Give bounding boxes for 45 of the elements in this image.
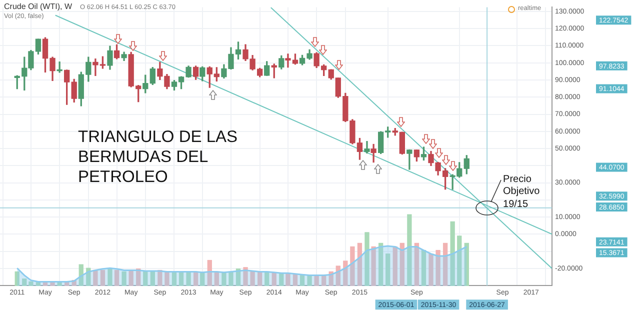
bar	[28, 280, 34, 286]
bar	[357, 242, 362, 286]
bar	[150, 270, 155, 286]
bar	[122, 270, 126, 286]
bar	[128, 270, 134, 286]
bar	[450, 220, 455, 286]
bar	[371, 246, 376, 286]
chart-title: Crude Oil (WTI), W	[4, 2, 72, 11]
bar	[436, 250, 440, 286]
bar	[378, 242, 384, 286]
bar	[336, 265, 340, 286]
bar	[108, 268, 112, 286]
bar	[392, 246, 398, 286]
bar	[222, 272, 226, 286]
bar	[186, 270, 191, 286]
bar	[243, 266, 248, 286]
bar	[78, 264, 84, 286]
bar	[164, 270, 170, 286]
bar	[228, 270, 234, 286]
bar	[200, 272, 205, 286]
annotation: TRIANGULO DE LAS BERMUDAS DEL PETROLEO	[78, 127, 239, 187]
bar	[464, 242, 469, 286]
bar	[250, 270, 255, 286]
bar	[207, 260, 212, 286]
bar	[193, 272, 198, 286]
bar	[272, 272, 276, 286]
bar	[442, 242, 448, 286]
bar	[414, 242, 420, 286]
annotation: Precio Objetivo 19/15	[503, 174, 541, 212]
bar	[100, 270, 106, 286]
bar	[407, 214, 412, 286]
bar	[93, 270, 98, 286]
bar	[143, 270, 148, 286]
bar	[421, 250, 426, 286]
bar	[364, 232, 370, 286]
bar	[22, 278, 27, 286]
bar	[158, 270, 162, 286]
bar	[114, 270, 120, 286]
bar	[400, 242, 404, 286]
bar	[14, 270, 20, 286]
bar	[386, 253, 390, 286]
bar	[350, 246, 355, 286]
bar	[457, 235, 462, 286]
bar	[428, 253, 434, 286]
bar	[343, 260, 348, 286]
